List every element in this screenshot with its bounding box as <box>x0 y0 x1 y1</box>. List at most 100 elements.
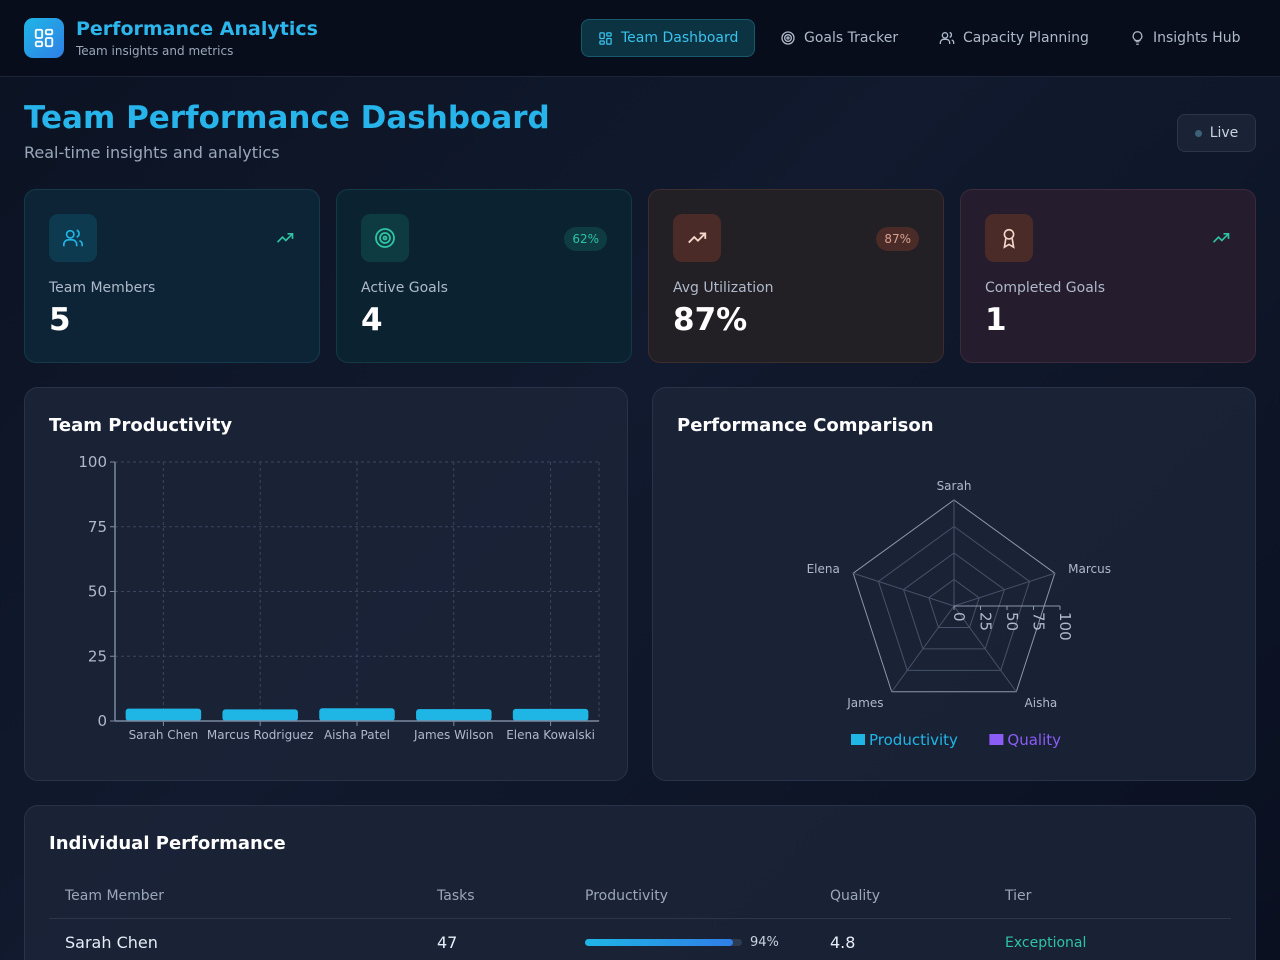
radar-axis-label: James <box>846 696 883 710</box>
table-divider <box>49 918 1231 919</box>
nav-insights-hub[interactable]: Insights Hub <box>1114 19 1256 57</box>
column-header-member[interactable]: Team Member <box>65 888 165 904</box>
stat-icon-box <box>673 214 721 262</box>
panel-title: Performance Comparison <box>677 415 934 436</box>
top-bar: Performance Analytics Team insights and … <box>0 0 1280 77</box>
live-dot-icon <box>1194 129 1202 137</box>
radar-tick-label: 0 <box>950 612 968 622</box>
panel-title: Individual Performance <box>49 833 286 854</box>
x-tick-label: Sarah Chen <box>129 728 199 742</box>
radar-axis-label: Elena <box>807 562 840 576</box>
y-tick-label: 75 <box>88 518 107 536</box>
stat-value: 87% <box>673 302 748 338</box>
productivity-progress-fill <box>585 939 733 946</box>
y-tick-label: 100 <box>78 453 107 471</box>
radar-spoke <box>953 572 1055 607</box>
stat-badge: 87% <box>876 227 919 251</box>
stat-label: Avg Utilization <box>673 280 774 296</box>
legend-swatch <box>851 734 865 745</box>
page-subtitle: Real-time insights and analytics <box>24 143 280 162</box>
x-tick-label: Marcus Rodriguez <box>207 728 314 742</box>
radar-tick-label: 75 <box>1030 612 1048 631</box>
performance-comparison-panel: Performance Comparison Sarah Marcus Aisha J… <box>652 387 1256 781</box>
radar-spoke <box>891 605 955 693</box>
app-subtitle: Team insights and metrics <box>76 44 234 58</box>
productivity-bar-chart: 0 25 50 75 100 Sarah Chen Marcus Rodriguez Aish… <box>78 453 600 742</box>
stat-card-avg-utilization[interactable]: 87% Avg Utilization 87% <box>648 189 944 363</box>
radar-axis-label: Sarah <box>937 479 972 493</box>
stat-badge: 62% <box>564 227 607 251</box>
stat-card-active-goals[interactable]: 62% Active Goals 4 <box>336 189 632 363</box>
radar-ring <box>852 499 1056 693</box>
column-header-productivity[interactable]: Productivity <box>585 888 668 904</box>
bar <box>125 708 202 721</box>
bar <box>512 708 589 721</box>
radar-tick-label: 25 <box>977 612 995 631</box>
nav-label: Goals Tracker <box>804 30 899 46</box>
dashboard-icon <box>34 28 54 48</box>
radar-axis-label: Marcus <box>1068 562 1111 576</box>
legend-swatch <box>989 734 1004 745</box>
quality-score: 4.8 <box>830 933 856 952</box>
legend-label: Productivity <box>869 731 958 749</box>
app-logo[interactable] <box>24 18 64 58</box>
bar <box>222 709 298 721</box>
nav-label: Capacity Planning <box>963 30 1089 46</box>
stat-label: Active Goals <box>361 280 448 296</box>
nav-label: Team Dashboard <box>621 30 739 46</box>
stat-icon-box <box>361 214 409 262</box>
radar-ring <box>877 525 1031 671</box>
column-header-tasks[interactable]: Tasks <box>437 888 475 904</box>
y-tick-label: 0 <box>97 712 107 730</box>
bar <box>319 708 395 721</box>
x-tick-label: James Wilson <box>413 728 494 742</box>
x-tick-label: Elena Kowalski <box>506 728 595 742</box>
y-tick-label: 25 <box>88 647 107 665</box>
nav-goals-tracker[interactable]: Goals Tracker <box>764 19 914 57</box>
nav-team-dashboard[interactable]: Team Dashboard <box>581 19 756 57</box>
users-icon <box>939 31 955 44</box>
page-title: Team Performance Dashboard <box>24 100 550 136</box>
performance-radar-chart: Sarah Marcus Aisha James Elena 0 25 50 75 100 Prod… <box>807 479 1111 749</box>
x-tick-label: Aisha Patel <box>324 728 390 742</box>
productivity-progress-bar <box>585 939 742 946</box>
dashboard-icon <box>599 31 612 45</box>
live-status-badge: Live <box>1177 114 1256 152</box>
task-count: 47 <box>437 933 458 952</box>
bar <box>416 709 492 721</box>
productivity-value: 94% <box>750 935 779 950</box>
stat-value: 4 <box>361 302 383 338</box>
nav-label: Insights Hub <box>1153 30 1241 46</box>
award-icon <box>1003 228 1015 249</box>
radar-ring <box>903 552 1005 650</box>
y-tick-label: 50 <box>88 583 107 601</box>
stat-icon-box <box>49 214 97 262</box>
stat-icon-box <box>985 214 1033 262</box>
target-icon <box>781 31 795 45</box>
lightbulb-icon <box>1132 31 1143 45</box>
trend-up-icon <box>688 232 707 244</box>
column-header-tier[interactable]: Tier <box>1005 888 1032 904</box>
target-icon <box>375 228 395 248</box>
stat-card-team-members[interactable]: Team Members 5 <box>24 189 320 363</box>
app-title: Performance Analytics <box>76 18 318 40</box>
stat-label: Completed Goals <box>985 280 1105 296</box>
radar-ring <box>928 578 980 628</box>
individual-performance-panel: Individual Performance <box>24 805 1256 960</box>
tier-badge: Exceptional <box>1005 935 1087 951</box>
trend-up-icon <box>276 233 294 243</box>
radar-tick-label: 50 <box>1003 612 1021 631</box>
nav-capacity-planning[interactable]: Capacity Planning <box>923 19 1105 57</box>
radar-tick-label: 100 <box>1056 612 1074 641</box>
stat-card-completed-goals[interactable]: Completed Goals 1 <box>960 189 1256 363</box>
trend-up-icon <box>1212 233 1230 243</box>
stat-value: 1 <box>985 302 1007 338</box>
users-icon <box>63 229 83 247</box>
live-label: Live <box>1209 125 1239 141</box>
radar-spoke <box>953 605 1017 693</box>
column-header-quality[interactable]: Quality <box>830 888 881 904</box>
radar-spoke <box>853 572 955 607</box>
stat-label: Team Members <box>49 280 156 296</box>
member-name: Sarah Chen <box>65 933 158 952</box>
team-productivity-panel: Team Productivity 0 25 50 75 100 Sarah Chen Ma… <box>24 387 628 781</box>
